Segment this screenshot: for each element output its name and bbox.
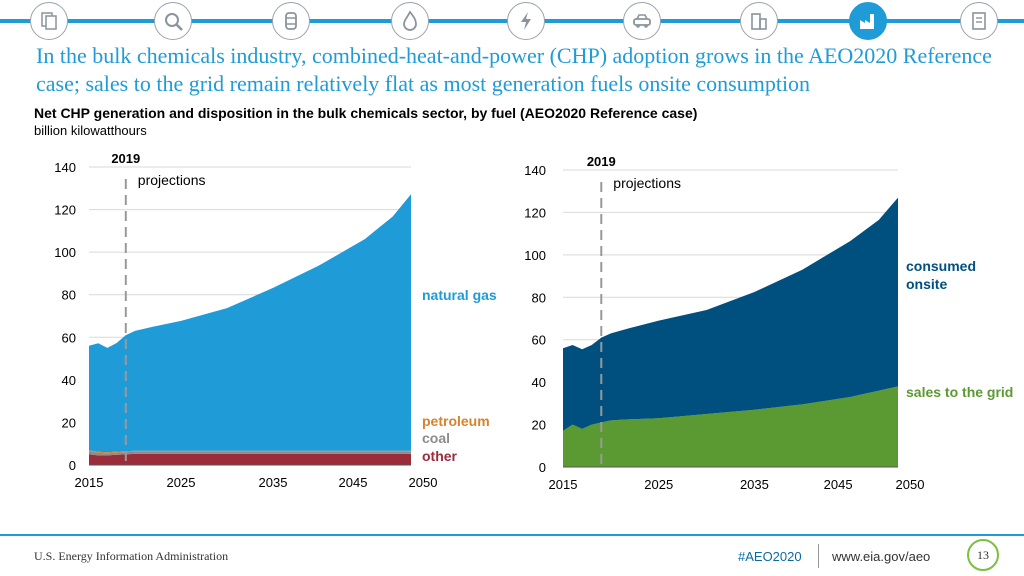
projections-label: projections	[138, 172, 206, 188]
y-tick-label: 140	[54, 160, 76, 175]
x-tick-label: 2015	[549, 477, 578, 492]
footer-line	[0, 534, 1024, 536]
page-number-badge: 13	[967, 539, 999, 571]
report-icon[interactable]	[960, 2, 998, 40]
footer-separator	[818, 544, 819, 568]
car-icon[interactable]	[623, 2, 661, 40]
y-tick-label: 80	[62, 288, 76, 303]
chart-title: Net CHP generation and disposition in th…	[34, 105, 698, 121]
documents-icon[interactable]	[30, 2, 68, 40]
y-tick-label: 40	[532, 375, 546, 390]
projections-label: projections	[613, 175, 681, 191]
y-tick-label: 100	[54, 245, 76, 260]
legend-label: sales to the grid	[906, 384, 1013, 400]
flame-icon[interactable]	[391, 2, 429, 40]
footer-source: U.S. Energy Information Administration	[34, 549, 229, 563]
footer-hashtag[interactable]: #AEO2020	[738, 549, 802, 564]
x-tick-label: 2045	[339, 475, 368, 490]
x-tick-label: 2045	[824, 477, 853, 492]
x-tick-label: 2015	[75, 475, 104, 490]
legend-label: onsite	[906, 276, 947, 292]
projections-year-label: 2019	[587, 154, 616, 169]
projections-year-label: 2019	[111, 151, 140, 166]
chart-units: billion kilowatthours	[34, 123, 147, 138]
y-tick-label: 20	[62, 415, 76, 430]
y-tick-label: 60	[532, 333, 546, 348]
x-tick-label: 2025	[644, 477, 673, 492]
y-tick-label: 0	[69, 458, 76, 473]
area-natural-gas	[89, 194, 411, 453]
y-tick-label: 100	[524, 248, 546, 263]
legend-label: coal	[422, 430, 450, 446]
y-tick-label: 60	[62, 330, 76, 345]
y-tick-label: 20	[532, 418, 546, 433]
y-tick-label: 120	[524, 205, 546, 220]
area-petroleum	[89, 450, 411, 454]
area-other	[89, 453, 411, 465]
lightning-icon[interactable]	[507, 2, 545, 40]
area-consumed-onsite	[563, 197, 898, 431]
x-tick-label: 2025	[167, 475, 196, 490]
legend-label: natural gas	[422, 287, 497, 303]
building-icon[interactable]	[740, 2, 778, 40]
y-tick-label: 140	[524, 163, 546, 178]
legend-label: other	[422, 448, 458, 464]
x-tick-label: 2050	[409, 475, 438, 490]
top-navigation	[0, 0, 1024, 44]
x-tick-label: 2050	[896, 477, 925, 492]
headline: In the bulk chemicals industry, combined…	[36, 43, 992, 96]
factory-icon[interactable]	[849, 2, 887, 40]
legend-label: petroleum	[422, 413, 490, 429]
y-tick-label: 40	[62, 373, 76, 388]
y-tick-label: 80	[532, 290, 546, 305]
y-tick-label: 120	[54, 203, 76, 218]
area-coal	[89, 451, 411, 456]
legend-label: consumed	[906, 258, 976, 274]
area-sales-to-the-grid	[563, 386, 898, 467]
footer-url[interactable]: www.eia.gov/aeo	[832, 549, 931, 564]
x-tick-label: 2035	[259, 475, 288, 490]
y-tick-label: 0	[539, 460, 546, 475]
magnifier-icon[interactable]	[154, 2, 192, 40]
x-tick-label: 2035	[740, 477, 769, 492]
barrel-icon[interactable]	[272, 2, 310, 40]
